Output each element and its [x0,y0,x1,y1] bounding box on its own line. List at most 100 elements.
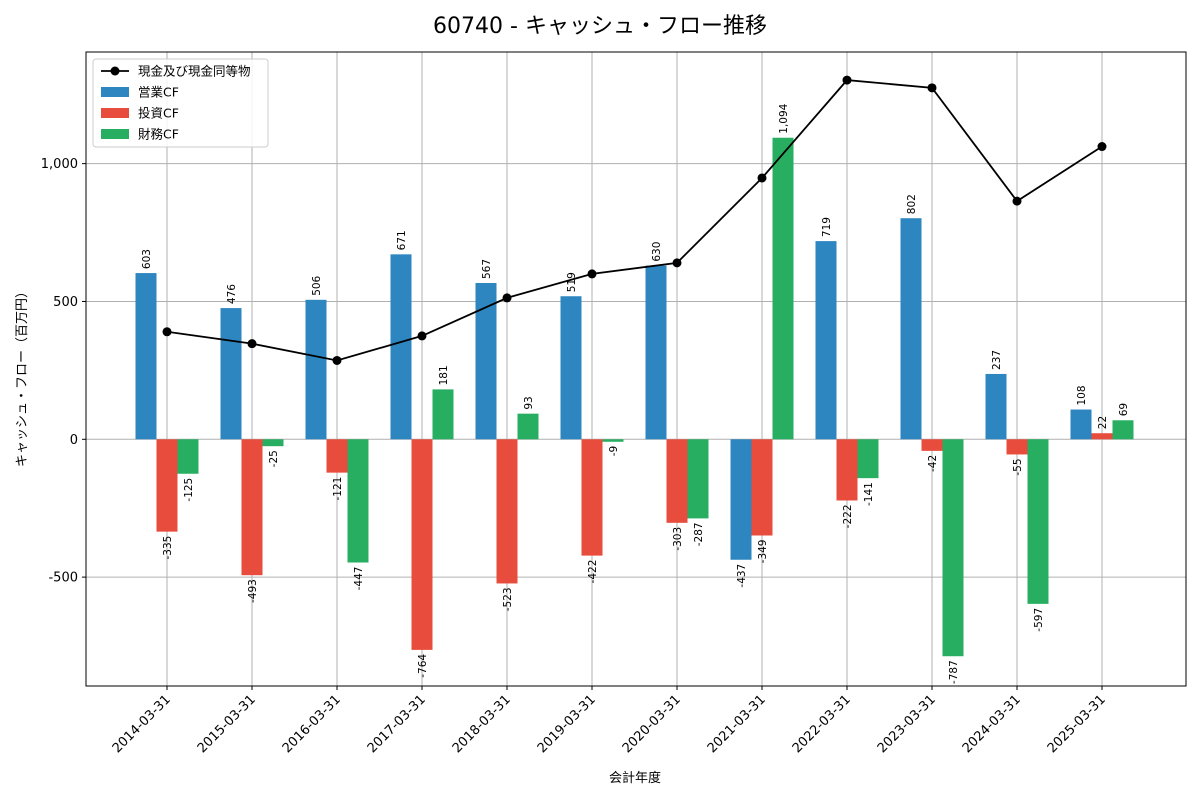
bar [985,373,1007,440]
chart-title: 60740 - キャッシュ・フロー推移 [433,14,767,39]
bar-data-label: -287 [693,522,705,546]
legend-box [92,58,269,148]
y-tick-label: -500 [48,571,78,586]
bar-data-label: -437 [736,564,748,588]
cash-point [587,269,597,279]
bar [305,299,327,440]
bar-data-label: -303 [672,527,684,551]
x-tick-label: 2025-03-31 [1045,692,1109,756]
bar [687,439,709,519]
bar [135,273,157,440]
x-tick-label: 2020-03-31 [620,692,684,756]
plot-frame [85,51,1187,687]
bar [942,439,964,657]
bar [326,439,348,473]
cash-point [757,173,767,183]
x-tick-label: 2014-03-31 [110,692,174,756]
bar-data-label: -9 [608,446,620,456]
bar [220,308,242,440]
bar [411,439,433,650]
legend-label: 財務CF [138,127,179,142]
bar-data-label: 22 [1097,416,1109,429]
bar-data-label: -422 [587,560,599,584]
bar [241,439,263,576]
bar-data-label: -335 [162,536,174,560]
bar [1070,409,1092,440]
bar-data-label: -121 [332,477,344,501]
bar [560,296,582,440]
bar [432,389,454,440]
bar-data-label: -141 [863,482,875,506]
legend-label: 現金及び現金同等物 [138,64,251,79]
bar [156,439,178,532]
bar [666,439,688,523]
y-axis-label: キャッシュ・フロー（百万円） [15,285,30,467]
cash-point [417,331,427,341]
bar-data-label: -447 [353,567,365,591]
cash-point [1012,196,1022,206]
cash-point [927,83,937,93]
y-tick-label: 500 [53,295,78,310]
axes-layer: -500 0 500 1,000 2014-03-31 2015-03-31 2016-03… [41,51,1187,756]
bar [1112,420,1134,440]
bar [581,439,603,556]
cash-point [1097,142,1107,152]
bar-data-label: -125 [183,478,195,502]
bar-data-label: 671 [396,230,408,250]
cash-point [672,258,682,268]
bar [517,413,539,440]
bar [475,282,497,440]
y-tick-label: 1,000 [41,157,78,172]
x-tick-label: 2022-03-31 [790,692,854,756]
bar [921,439,943,451]
bar-data-label: -787 [948,660,960,684]
cash-point [502,293,512,303]
cash-line [166,79,1103,362]
bar [262,439,284,447]
bar [645,265,667,440]
labels-layer: 603 476 506 671 567 519 630 -437 719 802 237 108 -33… [141,103,1130,684]
bar [347,439,369,563]
bar [857,439,879,479]
bar-data-label: 719 [821,217,833,237]
bar [496,439,518,584]
legend-bar-swatch [101,87,129,97]
line-layer [162,75,1107,365]
bar [1027,439,1049,604]
bar-data-label: 630 [651,242,663,262]
x-tick-label: 2015-03-31 [195,692,259,756]
bar [815,241,837,440]
bar-data-label: -764 [417,654,429,678]
bar-data-label: 802 [906,194,918,214]
bar-data-label: 237 [991,350,1003,370]
bar-data-label: 519 [566,272,578,292]
bar-data-label: 506 [311,275,323,295]
bar [730,439,752,560]
x-tick-label: 2019-03-31 [535,692,599,756]
cash-point [332,355,342,365]
bar-data-label: -597 [1033,608,1045,632]
legend-point-swatch [110,66,120,76]
bar-data-label: -493 [247,579,259,603]
bar-data-label: 181 [438,365,450,385]
bar [772,137,794,440]
bar-data-label: -222 [842,504,854,528]
bar [602,439,624,442]
bar [390,254,412,440]
cash-point [162,327,172,337]
bar-data-label: -25 [268,450,280,467]
cash-point [247,339,257,349]
bar [1091,433,1113,440]
bar-data-label: 69 [1118,403,1130,416]
legend-label: 投資CF [138,106,179,121]
bar-data-label: 476 [226,284,238,304]
bars-layer [135,137,1134,657]
x-tick-label: 2024-03-31 [960,692,1024,756]
legend-label: 営業CF [138,85,179,100]
bar [751,439,773,536]
legend-bar-swatch [101,108,129,118]
x-tick-label: 2017-03-31 [365,692,429,756]
x-tick-label: 2016-03-31 [280,692,344,756]
